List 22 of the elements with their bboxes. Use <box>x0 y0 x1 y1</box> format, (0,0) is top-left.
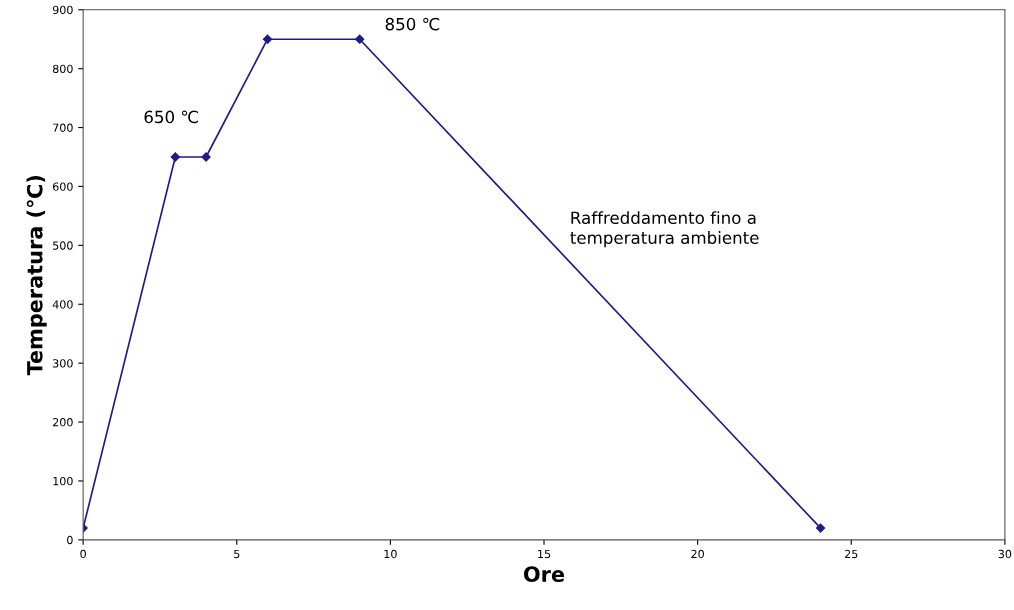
y-tick-label: 900 <box>52 5 73 15</box>
x-tick-label: 10 <box>384 549 397 559</box>
x-axis-title: Ore <box>523 566 565 583</box>
y-tick-label: 0 <box>67 535 73 545</box>
y-tick-label: 700 <box>53 123 73 132</box>
y-tick-label: 500 <box>53 241 73 250</box>
y-tick-label: 600 <box>52 182 73 191</box>
x-tick-label: 30 <box>998 549 1012 559</box>
x-tick-label: 25 <box>845 549 858 559</box>
y-tick-label: 300 <box>53 359 73 368</box>
y-tick-label: 800 <box>52 64 73 74</box>
x-tick-label: 15 <box>538 549 551 559</box>
annotation: 850 ℃ <box>385 17 440 31</box>
y-axis-title: Temperatura (℃) <box>26 175 47 376</box>
annotation: 650 ℃ <box>144 110 198 124</box>
x-tick-label: 0 <box>80 549 86 559</box>
y-tick-label: 400 <box>52 300 73 309</box>
x-tick-label: 5 <box>234 549 240 559</box>
y-tick-label: 200 <box>53 418 73 427</box>
y-tick-label: 100 <box>53 476 73 486</box>
x-tick-label: 20 <box>691 549 704 559</box>
annotation: Raffreddamento fino a temperatura ambiente <box>570 211 759 248</box>
